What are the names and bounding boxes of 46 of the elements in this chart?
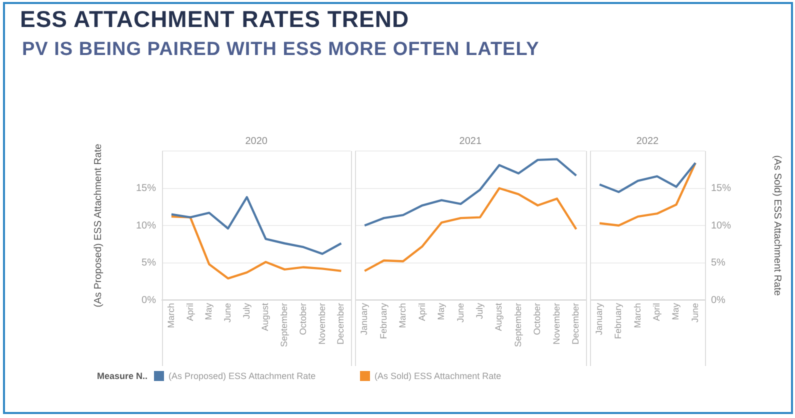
chart-title: ESS ATTACHMENT RATES TREND xyxy=(20,6,410,33)
x-tick-label: December xyxy=(570,303,581,345)
y2-tick-label: 0% xyxy=(711,294,726,306)
x-tick-label: December xyxy=(336,303,346,345)
x-tick-label: February xyxy=(613,302,624,340)
x-tick-label: June xyxy=(690,303,700,323)
x-tick-label: April xyxy=(652,303,662,322)
text: 2020 xyxy=(245,136,268,147)
x-tick-label: September xyxy=(279,303,290,348)
y-tick-label: 5% xyxy=(142,258,156,268)
chart-subtitle: PV IS BEING PAIRED WITH ESS MORE OFTEN LATELY xyxy=(22,39,540,61)
x-tick-label: March xyxy=(166,303,176,328)
x-tick-label: June xyxy=(222,303,233,323)
x-tick-label: June xyxy=(455,303,466,323)
text: 2021 xyxy=(459,136,482,147)
x-tick-label: April xyxy=(184,303,195,322)
x-tick-label: August xyxy=(260,302,270,332)
x-tick-label: March xyxy=(632,303,642,328)
x-tick-label: September xyxy=(512,303,523,348)
x-tick-label: October xyxy=(298,303,308,336)
legend-title: Measure N.. xyxy=(97,371,148,381)
x-tick-label: May xyxy=(204,302,214,320)
x-tick-label: November xyxy=(316,303,327,345)
x-tick-label: July xyxy=(241,302,252,320)
x-tick-label: May xyxy=(670,302,681,320)
x-tick-label: July xyxy=(474,302,485,320)
x-tick-label: October xyxy=(532,303,542,336)
legend-label: (As Sold) ESS Attachment Rate xyxy=(374,371,502,381)
x-tick-label: August xyxy=(494,302,504,332)
x-tick-label: January xyxy=(359,302,370,336)
text: 2022 xyxy=(636,136,660,147)
legend-label: (As Proposed) ESS Attachment Rate xyxy=(168,371,316,381)
x-tick-label: May xyxy=(436,302,446,320)
y2-tick-label: 10% xyxy=(711,220,732,232)
x-tick-label: April xyxy=(416,303,427,322)
y2-tick-label: 15% xyxy=(711,183,732,194)
y-axis-title: (As Proposed) ESS Attachment Rate xyxy=(92,143,104,308)
y-tick-label: 15% xyxy=(136,183,156,194)
x-tick-label: November xyxy=(551,303,562,345)
y2-axis-title: (As Sold) ESS Attachment Rate xyxy=(771,155,782,296)
y-tick-label: 0% xyxy=(142,294,156,306)
x-tick-label: February xyxy=(378,302,388,340)
y-tick-label: 10% xyxy=(136,220,156,232)
x-tick-label: March xyxy=(398,303,408,328)
x-tick-label: January xyxy=(594,302,604,336)
y2-tick-label: 5% xyxy=(711,258,726,268)
